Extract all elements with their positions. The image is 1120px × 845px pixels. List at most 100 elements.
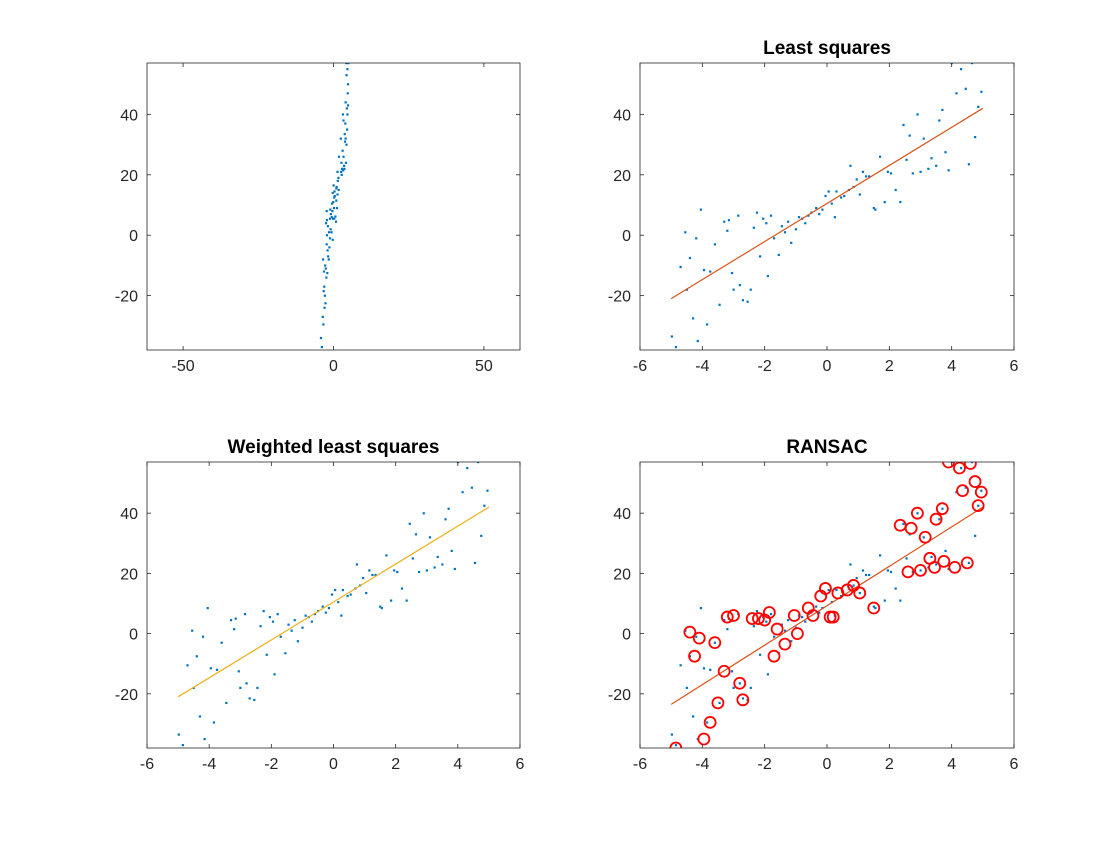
data-point xyxy=(964,87,967,90)
data-point xyxy=(344,137,347,140)
y-tick-label: 0 xyxy=(622,228,631,245)
data-point xyxy=(287,623,290,626)
data-point xyxy=(685,686,688,689)
data-point xyxy=(414,533,418,536)
data-point xyxy=(346,92,349,95)
data-point xyxy=(425,569,428,572)
data-point xyxy=(209,667,212,670)
data-point xyxy=(726,628,729,631)
inlier-marker xyxy=(910,506,924,520)
data-point xyxy=(324,611,327,614)
data-point xyxy=(874,208,877,211)
data-point xyxy=(691,317,695,320)
data-point xyxy=(960,68,963,71)
data-point xyxy=(769,613,773,616)
data-point xyxy=(393,569,396,572)
data-point xyxy=(855,576,858,580)
data-point xyxy=(322,290,325,293)
data-point xyxy=(347,63,350,65)
data-point xyxy=(699,607,702,610)
data-point xyxy=(203,737,206,741)
data-point xyxy=(883,200,886,204)
data-point xyxy=(741,697,745,700)
inlier-marker xyxy=(697,732,711,746)
y-tick-label: -20 xyxy=(115,687,138,704)
data-point xyxy=(894,587,897,590)
data-point xyxy=(334,588,337,592)
y-tick-label: 0 xyxy=(129,627,138,644)
data-point xyxy=(843,194,846,198)
data-point xyxy=(334,215,337,218)
data-point xyxy=(329,228,332,231)
data-point xyxy=(293,619,296,622)
data-point xyxy=(326,249,329,252)
y-tick-label: 0 xyxy=(622,627,631,644)
axes-box xyxy=(639,62,1015,351)
data-point xyxy=(325,210,328,213)
data-point xyxy=(385,554,388,557)
data-point xyxy=(331,217,335,220)
data-point xyxy=(878,155,882,158)
data-point xyxy=(977,105,980,109)
data-point xyxy=(441,563,444,566)
data-point xyxy=(428,536,432,539)
data-point xyxy=(337,188,340,192)
data-point xyxy=(695,635,698,638)
data-point xyxy=(713,243,716,246)
data-point xyxy=(815,605,818,608)
data-point xyxy=(346,83,350,86)
data-point xyxy=(327,255,330,258)
data-point xyxy=(436,555,439,559)
y-tick-label: 0 xyxy=(129,228,138,245)
data-point xyxy=(177,733,180,736)
data-point xyxy=(886,170,889,173)
inlier-marker xyxy=(918,530,932,544)
data-point xyxy=(304,614,307,617)
data-point xyxy=(894,188,897,192)
inlier-marker xyxy=(953,462,966,475)
x-tick-label: 50 xyxy=(475,358,493,375)
data-point xyxy=(341,149,344,152)
data-point xyxy=(899,200,902,204)
plot-area xyxy=(177,462,490,747)
data-point xyxy=(345,107,348,110)
inlier-marker xyxy=(847,579,860,592)
data-point xyxy=(332,200,335,204)
data-point xyxy=(964,486,967,489)
data-point xyxy=(919,170,922,173)
data-point xyxy=(980,90,983,93)
data-point xyxy=(417,570,421,574)
data-point xyxy=(718,701,721,705)
data-point xyxy=(323,294,326,297)
y-tick-label: 40 xyxy=(120,107,138,124)
data-point xyxy=(400,587,404,590)
data-point xyxy=(334,220,338,223)
data-point xyxy=(201,635,205,638)
inlier-marker xyxy=(708,636,722,650)
data-point xyxy=(328,246,331,249)
data-point xyxy=(340,170,343,173)
data-point xyxy=(732,288,735,291)
data-point xyxy=(840,196,843,199)
x-tick-label: 0 xyxy=(823,756,832,773)
inlier-marker xyxy=(867,601,881,615)
data-point xyxy=(234,617,237,620)
data-point xyxy=(974,136,977,139)
data-point xyxy=(824,194,827,198)
data-point xyxy=(324,302,327,305)
data-point xyxy=(310,620,313,623)
data-point xyxy=(301,626,304,629)
data-point xyxy=(766,274,769,278)
data-point xyxy=(889,172,893,175)
inlier-marker xyxy=(733,676,747,690)
inlier-marker xyxy=(688,649,701,663)
data-point xyxy=(212,721,216,724)
inlier-marker xyxy=(893,518,907,532)
data-point xyxy=(411,557,414,560)
data-point xyxy=(322,270,326,273)
data-point xyxy=(830,202,833,205)
data-point xyxy=(327,258,330,261)
inlier-marker xyxy=(960,556,974,570)
data-point xyxy=(752,226,755,229)
data-point xyxy=(473,561,477,565)
